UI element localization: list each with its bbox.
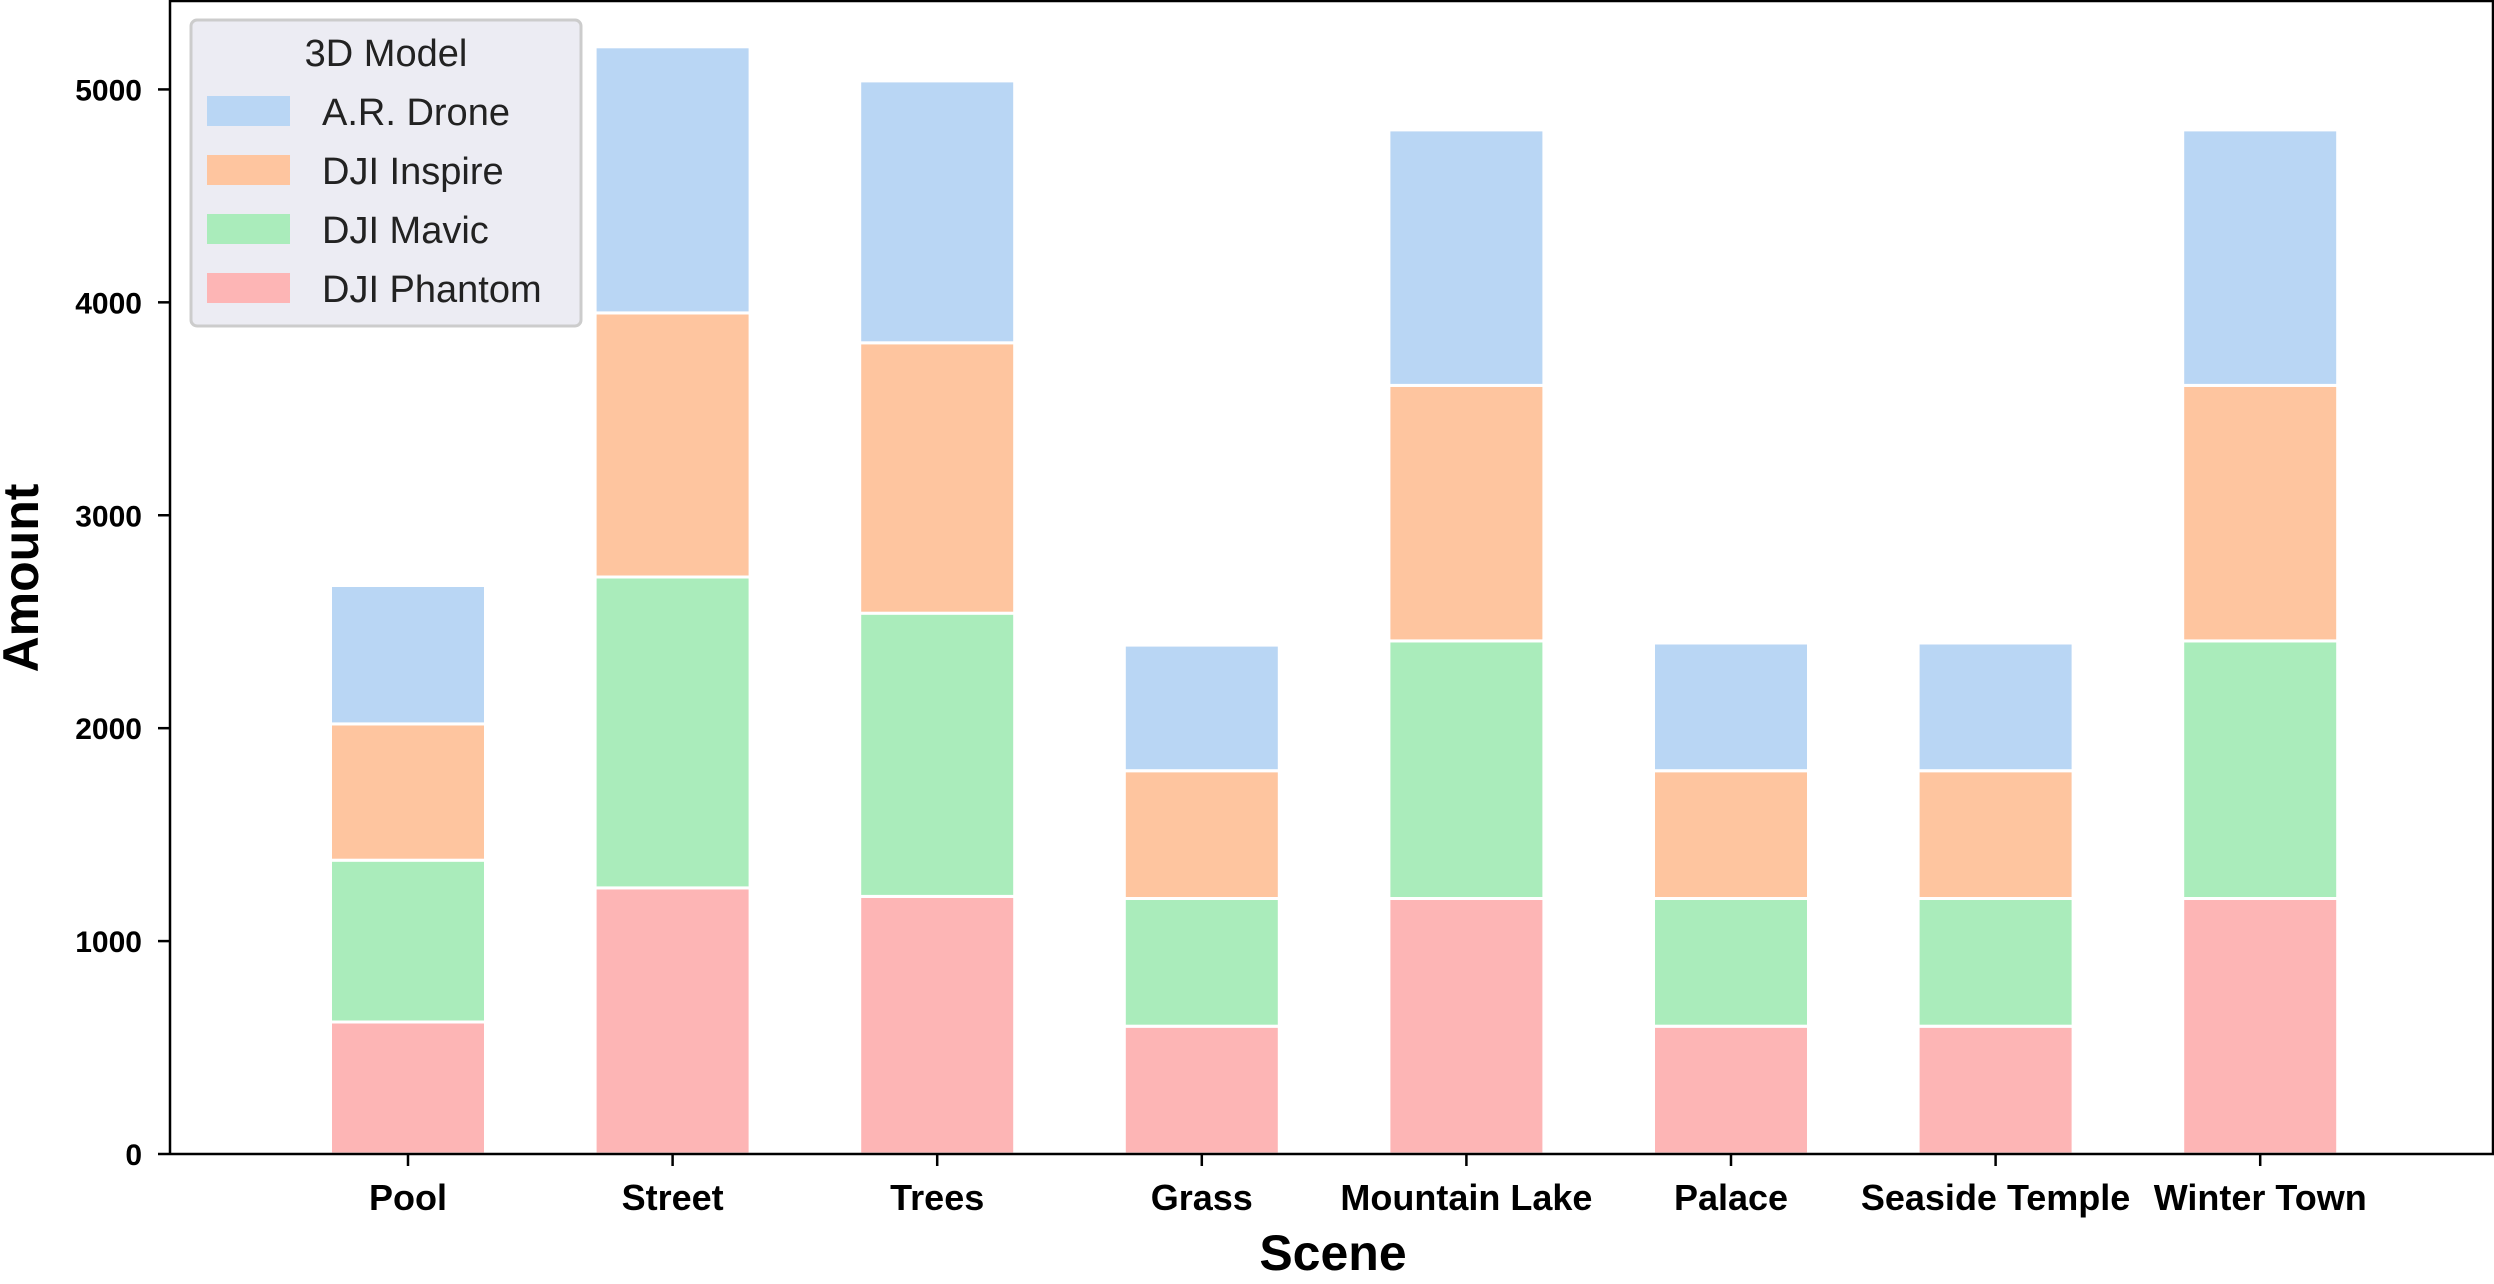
legend-swatch-dji-phantom — [207, 273, 290, 303]
legend-label-dji-mavic: DJI Mavic — [322, 210, 489, 252]
bar-grass-dji-inspire — [1122, 769, 1281, 900]
bar-pool-dji-mavic — [329, 858, 487, 1024]
bar-palace-a-r-drone — [1652, 641, 1810, 773]
bar-seaside-temple-a-r-drone — [1916, 641, 2075, 773]
legend: 3D Model A.R. Drone DJI Inspire DJI Mavic D… — [189, 18, 583, 328]
y-tick-label: 5000 — [75, 74, 142, 107]
bar-winter-town-dji-mavic — [2181, 639, 2340, 901]
bar-grass-dji-phantom — [1122, 1024, 1281, 1156]
bar-palace-dji-phantom — [1652, 1024, 1810, 1156]
bar-mountain-lake-dji-inspire — [1387, 383, 1546, 643]
bar-street-a-r-drone — [593, 45, 752, 315]
y-axis-title: Amount — [0, 483, 49, 672]
bar-seaside-temple-dji-inspire — [1916, 769, 2075, 900]
bar-winter-town-dji-inspire — [2181, 383, 2340, 643]
bar-pool-dji-phantom — [329, 1020, 487, 1156]
axes-layer — [168, 0, 2494, 1156]
legend-swatch-dji-mavic — [207, 214, 290, 244]
bar-grass-a-r-drone — [1122, 643, 1281, 773]
legend-label-a-r-drone: A.R. Drone — [322, 92, 510, 134]
x-tick-label: Grass — [1151, 1177, 1253, 1218]
y-tick-label: 0 — [125, 1139, 142, 1172]
x-tick-label: Trees — [890, 1177, 984, 1218]
bar-seaside-temple-dji-mavic — [1916, 897, 2075, 1028]
y-tick-label: 4000 — [75, 287, 142, 320]
x-tick-label: Palace — [1674, 1177, 1788, 1218]
bar-winter-town-a-r-drone — [2181, 128, 2340, 387]
y-tick-label: 2000 — [75, 713, 142, 746]
bar-palace-dji-mavic — [1652, 897, 1810, 1028]
ticks-layer: 0 1000 2000 3000 4000 5000 Pool Street Trees Gras… — [75, 74, 2366, 1218]
bar-trees-dji-inspire — [858, 341, 1017, 615]
legend-swatch-dji-inspire — [207, 155, 290, 185]
legend-swatch-a-r-drone — [207, 96, 290, 126]
bar-street-dji-mavic — [593, 575, 752, 890]
legend-title: 3D Model — [305, 33, 468, 75]
x-tick-label: Pool — [369, 1177, 447, 1218]
x-tick-label: Seaside Temple — [1861, 1177, 2130, 1218]
legend-label-dji-inspire: DJI Inspire — [322, 151, 504, 193]
bar-grass-dji-mavic — [1122, 897, 1281, 1028]
y-tick-label: 1000 — [75, 926, 142, 959]
x-tick-label: Mountain Lake — [1340, 1177, 1592, 1218]
bar-trees-dji-mavic — [858, 611, 1017, 898]
x-tick-label: Street — [622, 1177, 724, 1218]
x-axis-title: Scene — [1259, 1225, 1406, 1281]
bar-pool-dji-inspire — [329, 722, 487, 862]
bars-layer — [329, 45, 2340, 1156]
bar-mountain-lake-a-r-drone — [1387, 128, 1546, 387]
bar-pool-a-r-drone — [329, 584, 487, 726]
bar-trees-dji-phantom — [858, 894, 1017, 1156]
bar-winter-town-dji-phantom — [2181, 897, 2340, 1156]
bar-palace-dji-inspire — [1652, 769, 1810, 900]
y-tick-label: 3000 — [75, 500, 142, 533]
bar-street-dji-phantom — [593, 886, 752, 1156]
bar-seaside-temple-dji-phantom — [1916, 1024, 2075, 1156]
bar-mountain-lake-dji-mavic — [1387, 639, 1546, 901]
bar-trees-a-r-drone — [858, 79, 1017, 345]
bar-street-dji-inspire — [593, 311, 752, 579]
x-tick-label: Winter Town — [2154, 1177, 2367, 1218]
bar-mountain-lake-dji-phantom — [1387, 897, 1546, 1156]
legend-label-dji-phantom: DJI Phantom — [322, 269, 542, 311]
